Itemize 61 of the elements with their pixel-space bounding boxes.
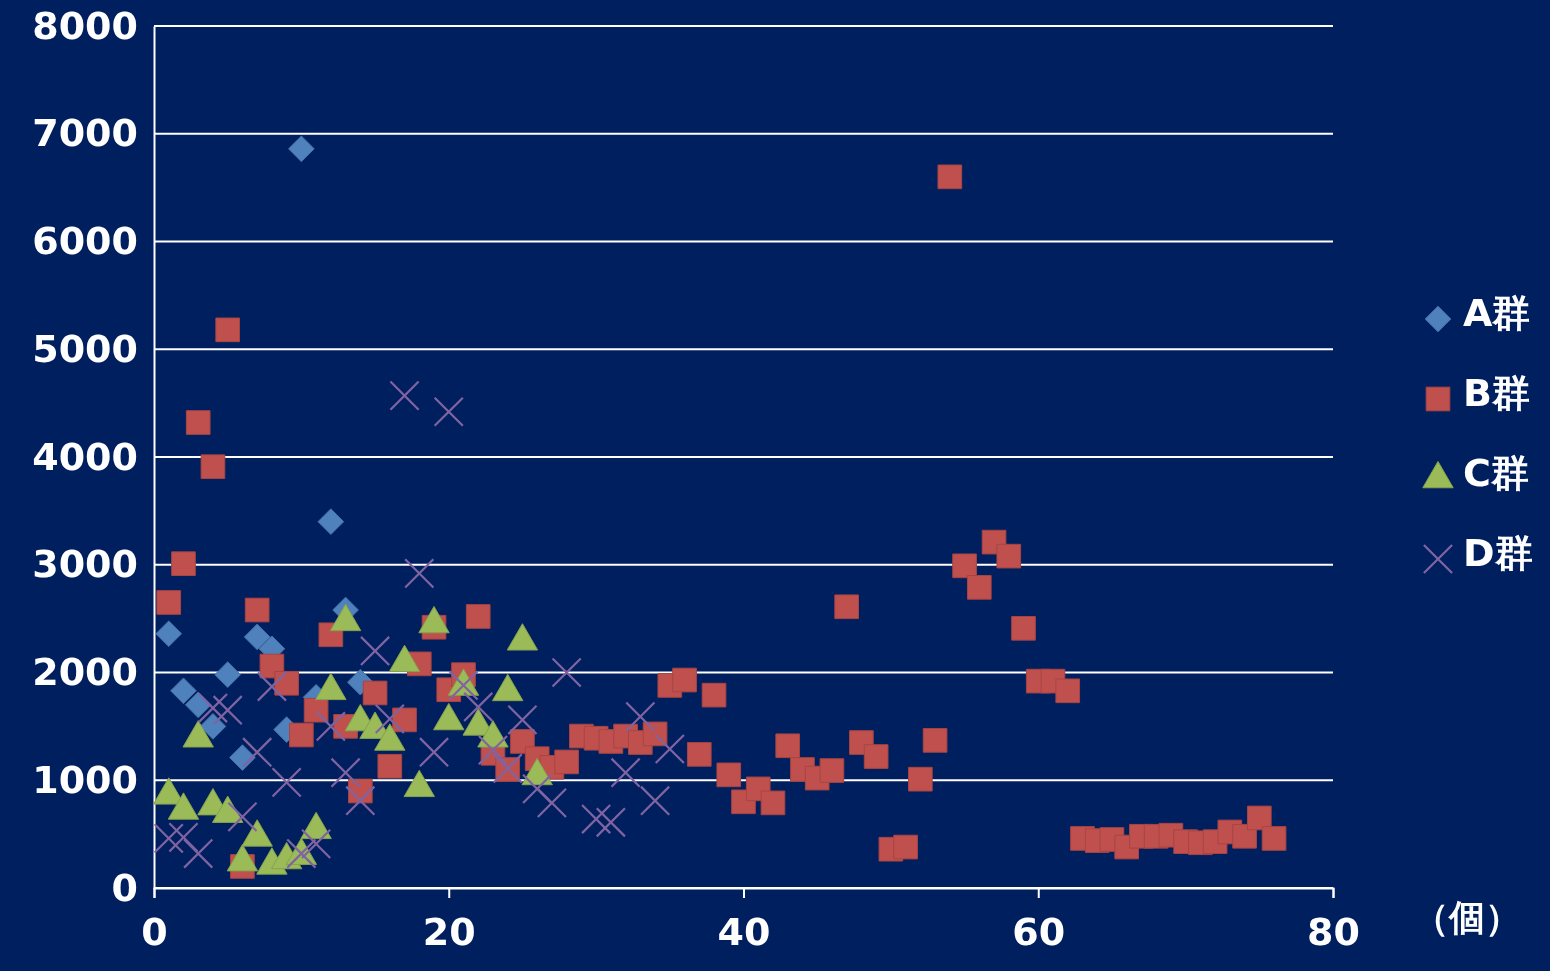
point <box>170 677 197 705</box>
point <box>477 734 509 766</box>
point <box>241 737 273 768</box>
point <box>433 396 464 427</box>
point <box>271 767 302 798</box>
point <box>580 803 612 835</box>
legend-label: A群 <box>1463 291 1531 336</box>
point <box>300 828 332 860</box>
point <box>168 822 199 853</box>
point <box>199 713 227 740</box>
point <box>536 787 568 819</box>
y-tick-label: 5000 <box>32 326 138 371</box>
point <box>639 785 671 816</box>
point <box>507 704 538 736</box>
point <box>256 671 288 702</box>
point <box>288 135 315 163</box>
legend-label: C群 <box>1463 451 1529 496</box>
point <box>243 623 271 651</box>
point <box>184 691 212 719</box>
y-tick-label: 2000 <box>32 650 138 695</box>
point <box>153 823 184 854</box>
point <box>551 657 582 688</box>
point <box>155 620 183 648</box>
point <box>183 838 214 869</box>
y-tick-label: 8000 <box>32 3 138 48</box>
point <box>212 695 243 726</box>
point <box>330 757 361 788</box>
x-tick-label: 60 <box>1012 910 1066 955</box>
point <box>345 785 376 816</box>
point <box>492 753 523 784</box>
y-tick-label: 0 <box>111 865 138 910</box>
point <box>229 744 256 771</box>
x-tick-label: 80 <box>1307 910 1360 955</box>
x-tick-label: 20 <box>422 910 476 955</box>
point <box>374 703 405 735</box>
point <box>610 757 641 788</box>
x-axis-title: （個） <box>1413 897 1521 938</box>
legend-label: D群 <box>1463 531 1533 576</box>
point <box>448 670 479 701</box>
point <box>214 661 242 688</box>
point <box>625 701 656 732</box>
point <box>389 380 420 411</box>
y-tick-label: 6000 <box>32 219 138 264</box>
point <box>227 801 258 833</box>
point <box>418 737 450 768</box>
y-tick-label: 4000 <box>32 434 138 479</box>
x-tick-label: 40 <box>717 910 771 955</box>
point <box>317 508 345 535</box>
y-tick-label: 3000 <box>32 542 138 587</box>
point <box>359 635 391 667</box>
point <box>197 692 229 724</box>
point <box>404 558 435 589</box>
x-tick-label: 0 <box>141 910 168 955</box>
point <box>463 691 494 723</box>
legend-label: B群 <box>1463 371 1530 416</box>
point <box>521 773 553 805</box>
y-tick-label: 1000 <box>32 757 138 802</box>
point <box>315 711 347 742</box>
y-tick-label: 7000 <box>32 111 138 156</box>
point <box>654 733 685 765</box>
point <box>595 807 627 838</box>
